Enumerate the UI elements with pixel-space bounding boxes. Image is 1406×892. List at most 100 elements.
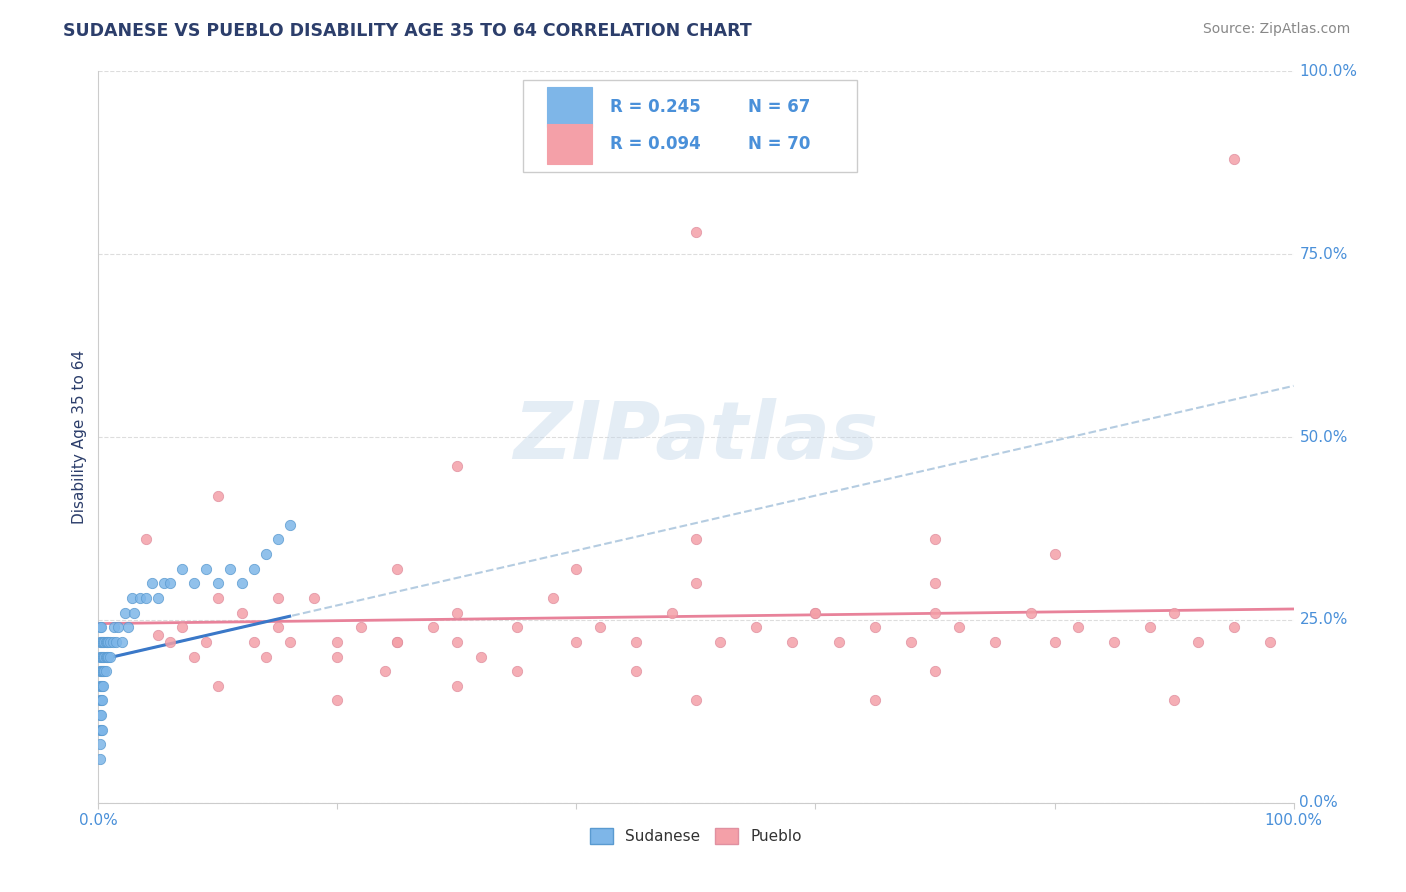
Point [148,627,170,641]
Point [97,649,120,664]
Point [91,723,114,737]
Point [91,635,114,649]
Point [267,620,290,634]
Point [91,679,114,693]
Text: N = 70: N = 70 [748,136,810,153]
Point [948,620,970,634]
Point [541,591,564,605]
Point [97,635,120,649]
Point [90,635,112,649]
Point [865,693,887,707]
Point [1139,620,1161,634]
Point [90,679,112,693]
Point [900,635,922,649]
Point [105,635,128,649]
Point [350,620,373,634]
Point [207,576,229,591]
Text: 75.0%: 75.0% [1299,247,1348,261]
Point [117,620,139,634]
Point [91,664,114,678]
Point [141,576,163,591]
Point [91,649,114,664]
Point [90,620,112,634]
Point [111,635,134,649]
Point [159,576,181,591]
Point [1019,606,1042,620]
Point [231,606,253,620]
Point [302,591,325,605]
Point [828,635,851,649]
Point [374,664,396,678]
Point [1104,635,1126,649]
Point [93,664,115,678]
Point [589,620,612,634]
Point [90,649,112,664]
Point [565,635,588,649]
Point [96,635,118,649]
Text: R = 0.094: R = 0.094 [610,136,700,153]
Point [661,606,683,620]
Point [89,693,111,707]
Point [709,635,731,649]
Point [685,576,707,591]
Point [924,533,946,547]
Point [984,635,1007,649]
Point [94,635,117,649]
Point [506,620,529,634]
Point [243,562,266,576]
Point [91,649,114,664]
Point [207,679,229,693]
Point [1223,620,1246,634]
Text: 100.0%: 100.0% [1299,64,1358,78]
Point [93,649,115,664]
Point [446,679,468,693]
Point [89,620,111,634]
FancyBboxPatch shape [523,80,858,171]
Point [804,606,827,620]
Point [89,752,111,766]
Point [107,620,129,634]
Y-axis label: Disability Age 35 to 64: Disability Age 35 to 64 [72,350,87,524]
Point [94,664,117,678]
Point [96,649,118,664]
Point [91,664,114,678]
Text: 50.0%: 50.0% [1299,430,1348,444]
Point [159,635,181,649]
Point [326,649,349,664]
Point [470,649,492,664]
Point [90,708,112,723]
Point [195,635,218,649]
Point [89,635,111,649]
Point [745,620,768,634]
Point [172,620,194,634]
Point [207,591,229,605]
Point [90,693,112,707]
Point [924,606,946,620]
Point [804,606,827,620]
Point [129,591,152,605]
Point [94,649,117,664]
Point [89,664,111,678]
Point [1187,635,1209,649]
Point [98,649,122,664]
Point [385,635,409,649]
Point [278,635,301,649]
Point [385,635,409,649]
Point [135,591,157,605]
Point [446,606,468,620]
Point [1043,635,1066,649]
Point [1067,620,1090,634]
Point [924,664,946,678]
Point [865,620,887,634]
Point [254,547,277,561]
Point [124,606,146,620]
Bar [547,87,592,128]
Point [89,723,111,737]
Point [91,635,114,649]
Point [91,693,114,707]
Point [243,635,266,649]
Point [121,591,143,605]
Text: ZIPatlas: ZIPatlas [513,398,879,476]
Text: 0.0%: 0.0% [1299,796,1339,810]
Point [91,679,114,693]
